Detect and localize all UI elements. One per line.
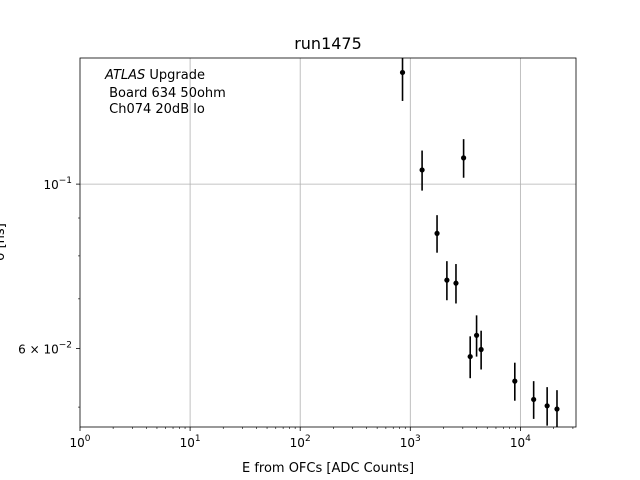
annotation-upgrade: Upgrade — [145, 68, 205, 83]
data-point — [467, 353, 473, 360]
x-tick-label-exp: 3 — [415, 434, 421, 444]
chart-title: run1475 — [294, 34, 362, 53]
data-point — [478, 346, 484, 353]
x-tick-label: 100 — [69, 434, 90, 450]
data-point — [461, 155, 467, 161]
x-tick-label-exp: 4 — [525, 434, 531, 444]
x-tick-label-base: 10 — [400, 436, 415, 450]
y-tick-label: 6 × 10−2 — [18, 340, 72, 356]
annotation-atlas: ATLAS — [104, 68, 145, 83]
x-tick-label-exp: 0 — [85, 434, 91, 444]
data-point — [444, 277, 450, 283]
data-point — [434, 230, 440, 236]
annotation-line-3: Ch074 20dB lo — [105, 102, 205, 117]
x-tick-label: 101 — [180, 434, 201, 450]
x-axis-ticks: 100 101 102 103 104 — [69, 427, 574, 450]
data-point — [453, 280, 459, 286]
atlas-annotation: ATLAS Upgrade Board 634 50ohm Ch074 20dB… — [104, 68, 226, 117]
data-point — [531, 396, 537, 403]
data-point — [544, 403, 550, 409]
data-point — [399, 69, 406, 76]
y-axis-label: σ [ns] — [0, 223, 8, 261]
x-tick-label: 103 — [400, 434, 421, 450]
x-tick-label-base: 10 — [180, 436, 195, 450]
y-axis-ticks: 10−1 6 × 10−2 — [18, 176, 80, 408]
y-tick-label: 10−1 — [43, 176, 72, 192]
y-tick-label-exp: −1 — [59, 176, 72, 186]
x-axis-label: E from OFCs [ADC Counts] — [242, 461, 414, 476]
data-points — [399, 58, 560, 427]
x-tick-label-base: 10 — [290, 436, 305, 450]
data-point — [419, 167, 425, 173]
plot-frame — [79, 57, 577, 428]
y-tick-label-base: 10 — [43, 178, 58, 192]
data-point — [512, 378, 518, 384]
x-tick-label-exp: 2 — [305, 434, 311, 444]
x-tick-label: 102 — [290, 434, 311, 450]
data-point — [473, 332, 480, 338]
x-tick-label-exp: 1 — [195, 434, 201, 444]
y-tick-label-base: 6 × 10 — [18, 342, 59, 356]
x-tick-label-base: 10 — [69, 436, 84, 450]
x-tick-label: 104 — [510, 434, 531, 450]
data-point — [554, 406, 560, 412]
annotation-line-1: ATLAS Upgrade — [104, 68, 205, 83]
annotation-line-2: Board 634 50ohm — [105, 86, 226, 101]
y-tick-label-exp: −2 — [59, 340, 72, 350]
x-tick-label-base: 10 — [510, 436, 525, 450]
grid-lines — [80, 58, 576, 427]
